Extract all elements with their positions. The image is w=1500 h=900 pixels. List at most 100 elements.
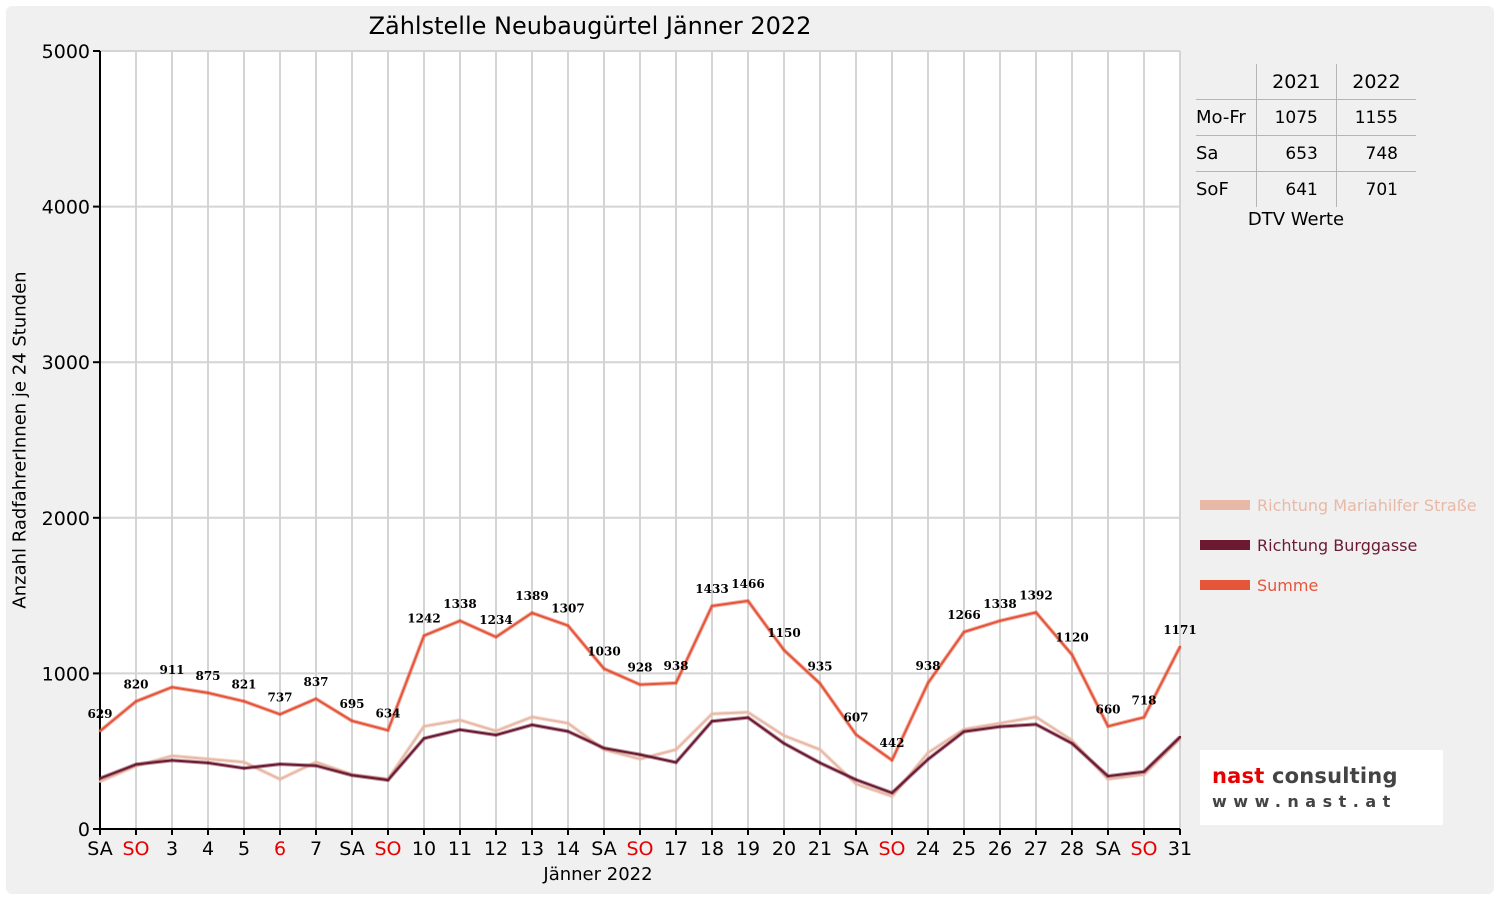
data-point [962,630,966,634]
x-tick-label: 27 [1024,838,1048,860]
data-point [1142,770,1146,773]
data-point [818,748,822,751]
data-point [782,648,786,652]
data-point [962,728,966,731]
data-point [674,748,678,751]
data-point [782,734,786,737]
data-point [134,763,138,766]
x-tick-label: SA [843,838,868,860]
data-point [242,700,246,703]
data-point [710,719,714,723]
data-point [386,778,390,782]
y-tick-label: 0 [78,819,90,841]
x-tick-label: SA [339,838,364,860]
dtv-row-label: Sa [1196,135,1257,172]
data-point [314,697,318,700]
x-axis-label: Jänner 2022 [543,864,653,885]
data-point [422,725,426,728]
data-point [854,733,858,736]
data-point [926,751,930,754]
data-point [854,778,858,781]
x-tick-label: 20 [772,838,796,860]
data-point [350,774,354,777]
company-logo: nast consulting www.nast.at [1200,750,1443,825]
data-point [530,715,534,719]
legend-label: Richtung Mariahilfer Straße [1257,495,1477,515]
data-point [386,729,390,732]
x-tick-label: SA [1095,838,1120,860]
dtv-cell: 653 [1255,135,1337,172]
legend-swatch [1200,580,1250,590]
data-point [638,753,642,756]
chart-title: Zählstelle Neubaugürtel Jänner 2022 [368,12,812,40]
dtv-cell: 1155 [1335,99,1416,136]
data-point [998,619,1002,623]
data-point [890,791,894,795]
x-tick-label: 25 [952,838,976,860]
x-tick-label: 26 [988,838,1012,860]
data-point [710,604,714,608]
data-point [1034,611,1038,614]
y-axis-label: Anzahl RadfahrerInnen je 24 Stunden [9,271,31,609]
data-point [314,764,318,767]
data-point [170,686,174,689]
data-point [278,778,282,781]
data-point [818,761,822,765]
logo-wordmark: nast consulting [1212,764,1398,788]
data-label: 1392 [1019,588,1052,602]
dtv-cell: 748 [1335,135,1416,172]
x-tick-label: 28 [1060,838,1084,860]
data-label: 875 [195,669,220,683]
data-point [494,733,498,737]
data-label: 1389 [515,589,548,603]
x-tick-label: 4 [202,838,214,860]
legend-label: Richtung Burggasse [1257,535,1418,555]
y-tick-label: 3000 [42,352,90,374]
data-point [98,729,102,733]
data-point [566,721,570,725]
x-tick-label: 19 [736,838,760,860]
data-label: 718 [1131,693,1156,707]
data-point [1178,735,1182,739]
x-tick-label: SA [591,838,616,860]
data-point [1034,723,1038,726]
x-tick-label: SO [878,838,905,860]
x-tick-label: 18 [700,838,724,860]
data-point [278,762,282,766]
x-tick-label: 10 [412,838,436,860]
data-label: 629 [87,707,112,721]
data-label: 1266 [947,608,980,622]
dtv-row-label: SoF [1196,179,1229,200]
data-point [422,737,426,740]
data-point [530,723,534,727]
data-point [890,759,894,762]
x-tick-label: 17 [664,838,688,860]
dtv-row-label: Mo-Fr [1196,99,1257,136]
dtv-cell: 1075 [1255,99,1337,136]
data-label: 837 [303,675,328,689]
data-label: 634 [375,706,400,720]
data-label: 1030 [587,645,620,659]
data-point [206,691,210,695]
data-label: 1120 [1055,631,1088,645]
y-tick-label: 2000 [42,508,90,530]
data-point [1106,778,1110,781]
data-label: 607 [843,711,868,725]
x-tick-label: SA [87,838,112,860]
x-tick-label: 14 [556,838,580,860]
x-tick-label: SO [374,838,401,860]
y-tick-label: 1000 [42,663,90,685]
data-label: 1433 [695,582,728,596]
data-point [494,635,498,639]
x-tick-label: 5 [238,838,250,860]
data-label: 821 [231,677,256,691]
data-point [1178,645,1182,648]
data-point [710,712,714,716]
data-point [962,730,966,733]
data-point [242,766,246,770]
x-tick-label: SO [122,838,149,860]
data-point [278,713,282,716]
data-point [98,777,102,780]
data-point [494,729,498,733]
